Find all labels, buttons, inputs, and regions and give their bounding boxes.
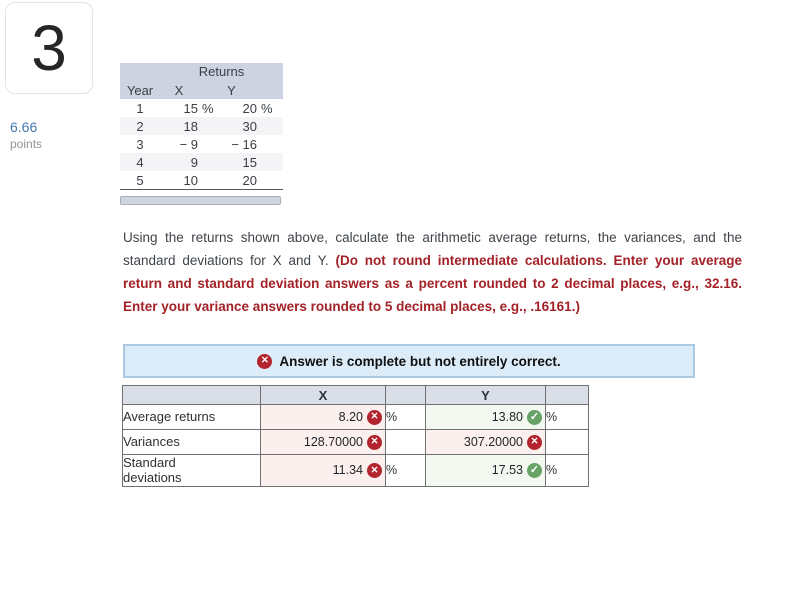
- x-value-cell: 18: [183, 118, 198, 134]
- points-value: 6.66: [10, 119, 38, 135]
- x-answer-value: 128.70000: [303, 435, 363, 449]
- answer-row-average-returns: Average returns 8.20 % 13.80 %: [122, 404, 589, 430]
- x-answer-cell[interactable]: 8.20: [260, 404, 386, 430]
- returns-row: 5 10 20: [120, 171, 283, 189]
- question-text: Using the returns shown above, calculate…: [123, 226, 742, 318]
- x-unit-cell: %: [202, 100, 214, 116]
- row-label: Standard deviations: [122, 454, 261, 487]
- question-number: 3: [31, 12, 67, 84]
- incorrect-icon: [367, 462, 382, 478]
- x-value-cell: 10: [183, 172, 198, 188]
- points-block: 6.66 points: [10, 119, 42, 152]
- incorrect-icon: [367, 434, 382, 450]
- answer-table-header-row: X Y: [122, 385, 589, 405]
- x-answer-value: 8.20: [338, 410, 363, 424]
- header-x: X: [260, 385, 386, 405]
- column-header-year: Year: [126, 82, 154, 98]
- x-unit-label: %: [385, 404, 426, 430]
- y-answer-cell[interactable]: 13.80: [425, 404, 546, 430]
- column-header-x: X: [174, 82, 184, 98]
- year-cell: 2: [136, 118, 144, 134]
- year-cell: 4: [136, 154, 144, 170]
- y-value-cell: − 16: [231, 136, 257, 152]
- y-answer-cell[interactable]: 17.53: [425, 454, 546, 487]
- y-value-cell: 30: [242, 118, 257, 134]
- y-unit-cell: %: [261, 100, 273, 116]
- y-unit-label: [545, 429, 589, 455]
- y-value-cell: 20: [242, 172, 257, 188]
- returns-table: Returns Year X Y 1 15 % 20 % 2 18 30 3 −…: [120, 63, 283, 190]
- header-y: Y: [425, 385, 546, 405]
- feedback-banner: Answer is complete but not entirely corr…: [123, 344, 695, 378]
- header-empty: [385, 385, 426, 405]
- y-answer-value: 17.53: [491, 463, 523, 478]
- x-value-cell: − 9: [179, 136, 198, 152]
- y-value-cell: 15: [242, 154, 257, 170]
- y-answer-cell[interactable]: 307.20000: [425, 429, 546, 455]
- y-unit-label: %: [545, 404, 589, 430]
- x-unit-label: [385, 429, 426, 455]
- returns-table-title: Returns: [198, 64, 245, 79]
- returns-row: 3 − 9 − 16: [120, 135, 283, 153]
- incorrect-icon: [527, 434, 542, 450]
- answer-row-variances: Variances 128.70000 307.20000: [122, 429, 589, 455]
- returns-table-body: 1 15 % 20 % 2 18 30 3 − 9 − 16 4 9 15: [120, 99, 283, 190]
- column-header-y: Y: [227, 82, 236, 98]
- header-empty: [122, 385, 261, 405]
- returns-table-header: Returns Year X Y: [120, 63, 283, 99]
- x-value-cell: 9: [190, 154, 198, 170]
- answer-row-standard-deviations: Standard deviations 11.34 % 17.53 %: [122, 454, 589, 487]
- y-unit-label: %: [545, 454, 589, 487]
- answer-table: X Y Average returns 8.20 % 13.80 % Varia…: [122, 385, 589, 487]
- y-value-cell: 20: [242, 100, 257, 116]
- returns-row: 1 15 % 20 %: [120, 99, 283, 117]
- row-label: Variances: [122, 429, 261, 455]
- horizontal-scrollbar[interactable]: [120, 196, 281, 205]
- feedback-message: Answer is complete but not entirely corr…: [279, 353, 561, 369]
- year-cell: 3: [136, 136, 144, 152]
- incorrect-icon: [367, 409, 382, 425]
- correct-icon: [527, 462, 542, 478]
- header-empty: [545, 385, 589, 405]
- question-text-plain: Using the returns shown above, calculate…: [123, 230, 742, 268]
- y-answer-value: 307.20000: [463, 435, 523, 449]
- x-answer-value: 11.34: [332, 463, 363, 478]
- returns-column-header-row: Year X Y: [120, 81, 283, 99]
- year-cell: 1: [136, 100, 144, 116]
- x-value-cell: 15: [183, 100, 198, 116]
- points-label: points: [10, 136, 43, 151]
- incorrect-icon: [257, 353, 273, 369]
- returns-row: 2 18 30: [120, 117, 283, 135]
- x-unit-label: %: [385, 454, 426, 487]
- year-cell: 5: [136, 172, 144, 188]
- y-answer-value: 13.80: [491, 410, 523, 424]
- row-label: Average returns: [122, 404, 261, 430]
- x-answer-cell[interactable]: 128.70000: [260, 429, 386, 455]
- question-text-emphasis: (Do not round intermediate calculations.…: [123, 253, 742, 314]
- question-number-box: 3: [5, 2, 93, 94]
- x-answer-cell[interactable]: 11.34: [260, 454, 386, 487]
- correct-icon: [527, 409, 542, 425]
- returns-row: 4 9 15: [120, 153, 283, 171]
